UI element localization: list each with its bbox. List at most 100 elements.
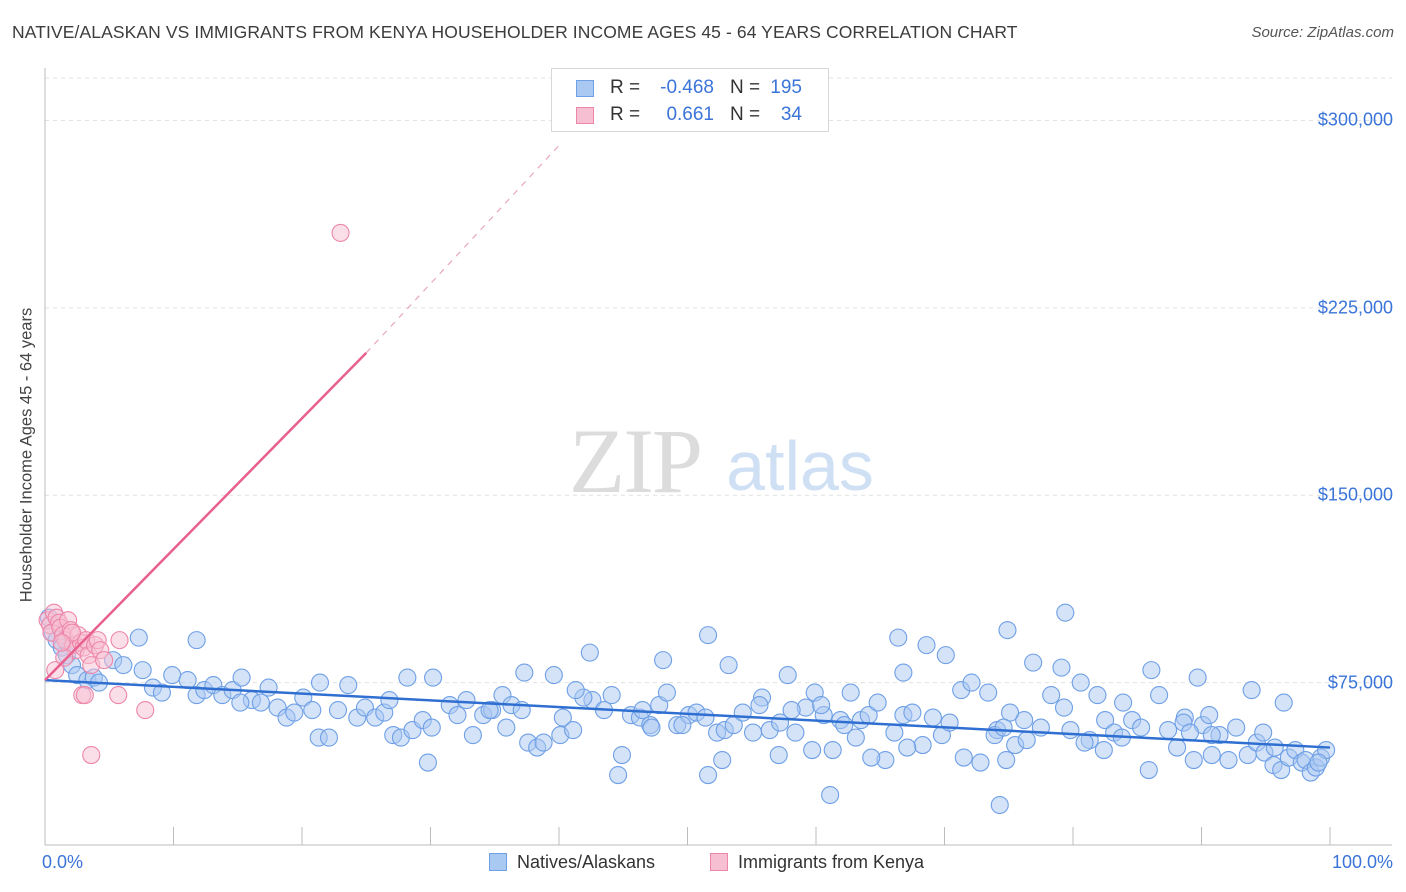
data-point-natives (1274, 693, 1293, 712)
data-point-natives (251, 693, 270, 712)
data-point-natives (232, 668, 251, 687)
data-point-natives (673, 716, 692, 735)
data-point-natives (1227, 718, 1246, 737)
data-point-natives (303, 701, 322, 720)
source-label: Source: ZipAtlas.com (1251, 24, 1394, 41)
data-point-kenya (110, 631, 129, 650)
data-point-natives (994, 718, 1013, 737)
axes (44, 68, 1392, 846)
data-point-natives (713, 751, 732, 770)
data-point-natives (1114, 693, 1133, 712)
legend-r-label: R = (610, 104, 641, 125)
data-point-natives (422, 718, 441, 737)
data-point-natives (1184, 751, 1203, 770)
data-point-natives (1017, 731, 1036, 750)
data-point-kenya (75, 686, 94, 705)
data-point-natives (1054, 698, 1074, 717)
y-tick-label: $75,000 (1327, 672, 1393, 693)
data-point-natives (862, 748, 881, 767)
data-point-natives (1142, 661, 1161, 680)
data-point-natives (1180, 723, 1199, 742)
data-point-natives (259, 678, 278, 697)
data-point-natives (544, 666, 563, 685)
data-point-natives (699, 626, 718, 645)
legend-r-value: 0.661 (666, 104, 714, 125)
data-point-natives (114, 656, 133, 675)
legend-row-natives: R = -0.468 N = 195 (552, 75, 828, 101)
data-point-natives (152, 683, 171, 702)
series-immigrants-from-kenya (38, 223, 350, 765)
data-point-natives (821, 785, 840, 805)
data-point-kenya (52, 633, 71, 652)
data-point-natives (823, 741, 842, 760)
data-point-natives (1200, 706, 1219, 725)
trend-line-kenya-extension (365, 145, 560, 354)
y-axis-label: Householder Income Ages 45 - 64 years (17, 307, 36, 603)
data-point-natives (699, 765, 718, 785)
data-point-natives (841, 683, 860, 702)
data-point-natives (463, 726, 482, 745)
data-point-natives (786, 723, 805, 742)
data-point-natives (609, 765, 628, 785)
data-point-natives (319, 728, 339, 747)
data-point-natives (163, 666, 182, 685)
data-point-natives (612, 746, 632, 765)
data-point-natives (1042, 686, 1061, 705)
legend-n-label: N = (730, 104, 761, 125)
watermark-atlas: atlas (726, 427, 874, 505)
legend-n-value: 195 (770, 77, 802, 98)
data-point-natives (129, 628, 148, 647)
data-point-kenya (136, 701, 155, 720)
trend-line-kenya (44, 351, 368, 681)
data-point-natives (889, 628, 908, 647)
data-point-natives (1052, 658, 1071, 677)
data-point-natives (743, 723, 763, 742)
data-point-natives (398, 668, 417, 687)
data-point-natives (846, 728, 865, 747)
data-point-natives (750, 696, 769, 715)
data-point-natives (133, 661, 152, 680)
data-point-natives (553, 708, 572, 727)
data-point-natives (1242, 681, 1261, 700)
data-point-natives (979, 683, 998, 702)
data-point-natives (1071, 673, 1090, 692)
data-point-kenya (82, 746, 101, 765)
data-point-natives (971, 753, 990, 772)
data-point-natives (1061, 721, 1080, 740)
data-point-natives (187, 631, 206, 650)
data-point-natives (903, 703, 922, 722)
data-point-natives (998, 621, 1017, 640)
data-point-natives (580, 643, 599, 662)
data-point-natives (310, 673, 330, 692)
legend-r-label: R = (610, 77, 641, 98)
data-point-natives (1000, 703, 1020, 722)
legend-swatch-pink (710, 853, 728, 871)
data-point-natives (913, 736, 932, 755)
data-point-natives (1088, 686, 1107, 705)
data-point-natives (696, 708, 715, 727)
data-point-natives (719, 656, 738, 675)
data-point-natives (1309, 753, 1328, 772)
data-point-natives (1139, 760, 1158, 780)
data-point-natives (917, 636, 936, 655)
legend-swatch-blue (576, 80, 594, 97)
watermark-zip: ZIP (569, 410, 701, 512)
data-point-natives (954, 748, 973, 767)
data-point-natives (448, 706, 467, 725)
data-point-natives (231, 693, 250, 712)
data-point-natives (962, 673, 981, 692)
data-point-natives (534, 733, 553, 752)
data-point-kenya (109, 686, 128, 705)
data-point-natives (424, 668, 443, 687)
data-point-natives (285, 703, 304, 722)
data-point-natives (418, 753, 437, 772)
correlation-legend: R = -0.468 N = 195 R = 0.661 N = 34 (551, 68, 829, 132)
data-point-natives (1254, 723, 1273, 742)
data-point-natives (602, 686, 621, 705)
data-point-natives (1150, 686, 1169, 705)
data-point-natives (497, 718, 516, 737)
trend-line-natives (44, 678, 1331, 749)
data-point-kenya (331, 223, 350, 242)
data-point-natives (380, 691, 399, 710)
legend-r-value: -0.468 (660, 77, 714, 98)
